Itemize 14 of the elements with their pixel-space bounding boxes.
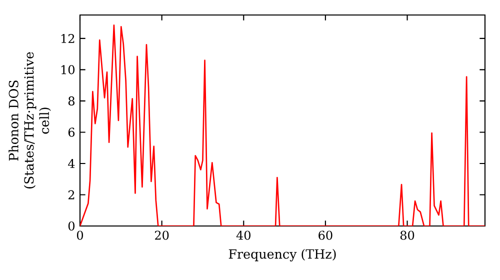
y-tick-label: 10	[61, 65, 74, 74]
y-tick-label: 6	[68, 128, 75, 137]
x-tick-label: 60	[318, 230, 332, 240]
y-tick-label: 8	[68, 96, 74, 106]
y-tick-label: 12	[61, 34, 74, 43]
y-tick-label: 4	[68, 159, 75, 168]
y-tick-label: 0	[68, 221, 74, 231]
x-axis-title: Frequency (THz)	[228, 248, 336, 262]
x-tick-label: 20	[154, 230, 169, 240]
y-axis-title: Phonon DOS (States/THz·primitive cell)	[8, 52, 51, 188]
x-tick-label: 80	[400, 230, 414, 240]
x-tick-label: 0	[76, 230, 84, 240]
x-tick-label: 40	[236, 230, 250, 240]
y-tick-label: 2	[68, 190, 74, 200]
